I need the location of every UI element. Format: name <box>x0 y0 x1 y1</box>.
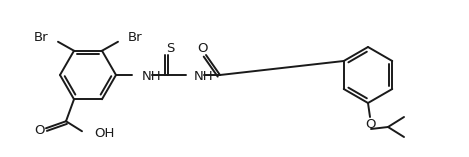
Text: NH: NH <box>142 70 162 82</box>
Text: S: S <box>166 41 174 54</box>
Text: NH: NH <box>194 70 213 82</box>
Text: O: O <box>366 117 376 130</box>
Text: O: O <box>35 124 45 137</box>
Text: Br: Br <box>128 31 143 44</box>
Text: Br: Br <box>33 31 48 44</box>
Text: OH: OH <box>94 127 114 140</box>
Text: O: O <box>197 41 207 54</box>
